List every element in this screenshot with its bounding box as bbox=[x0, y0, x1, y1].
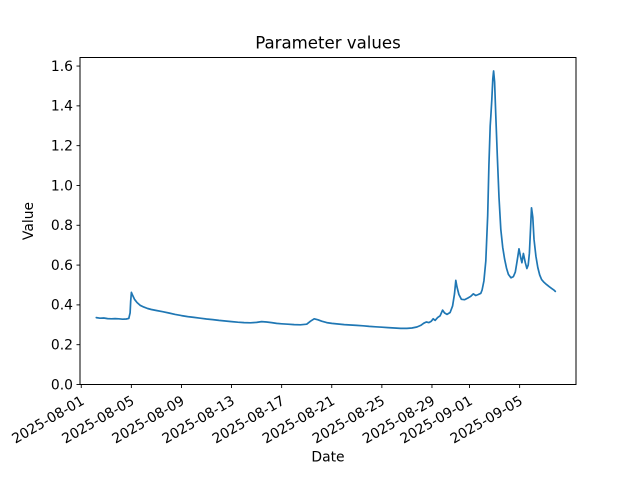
y-tick-label: 1.4 bbox=[51, 99, 73, 115]
y-tick-label: 0.8 bbox=[51, 218, 73, 234]
y-axis-label: Value bbox=[21, 202, 37, 240]
axes-frame bbox=[79, 57, 577, 385]
y-tick-label: 0.0 bbox=[51, 377, 73, 393]
y-tick-label: 0.6 bbox=[51, 258, 73, 274]
y-tick-label: 1.6 bbox=[51, 59, 73, 75]
y-tick-label: 1.0 bbox=[51, 178, 73, 194]
y-tick-label: 1.2 bbox=[51, 138, 73, 154]
plot-area: 2025-08-012025-08-052025-08-092025-08-13… bbox=[9, 57, 577, 447]
chart-title: Parameter values bbox=[255, 34, 401, 53]
y-tick-label: 0.2 bbox=[51, 337, 73, 353]
data-line bbox=[95, 70, 557, 330]
x-axis-label: Date bbox=[311, 450, 344, 466]
y-tick-label: 0.4 bbox=[51, 298, 73, 314]
